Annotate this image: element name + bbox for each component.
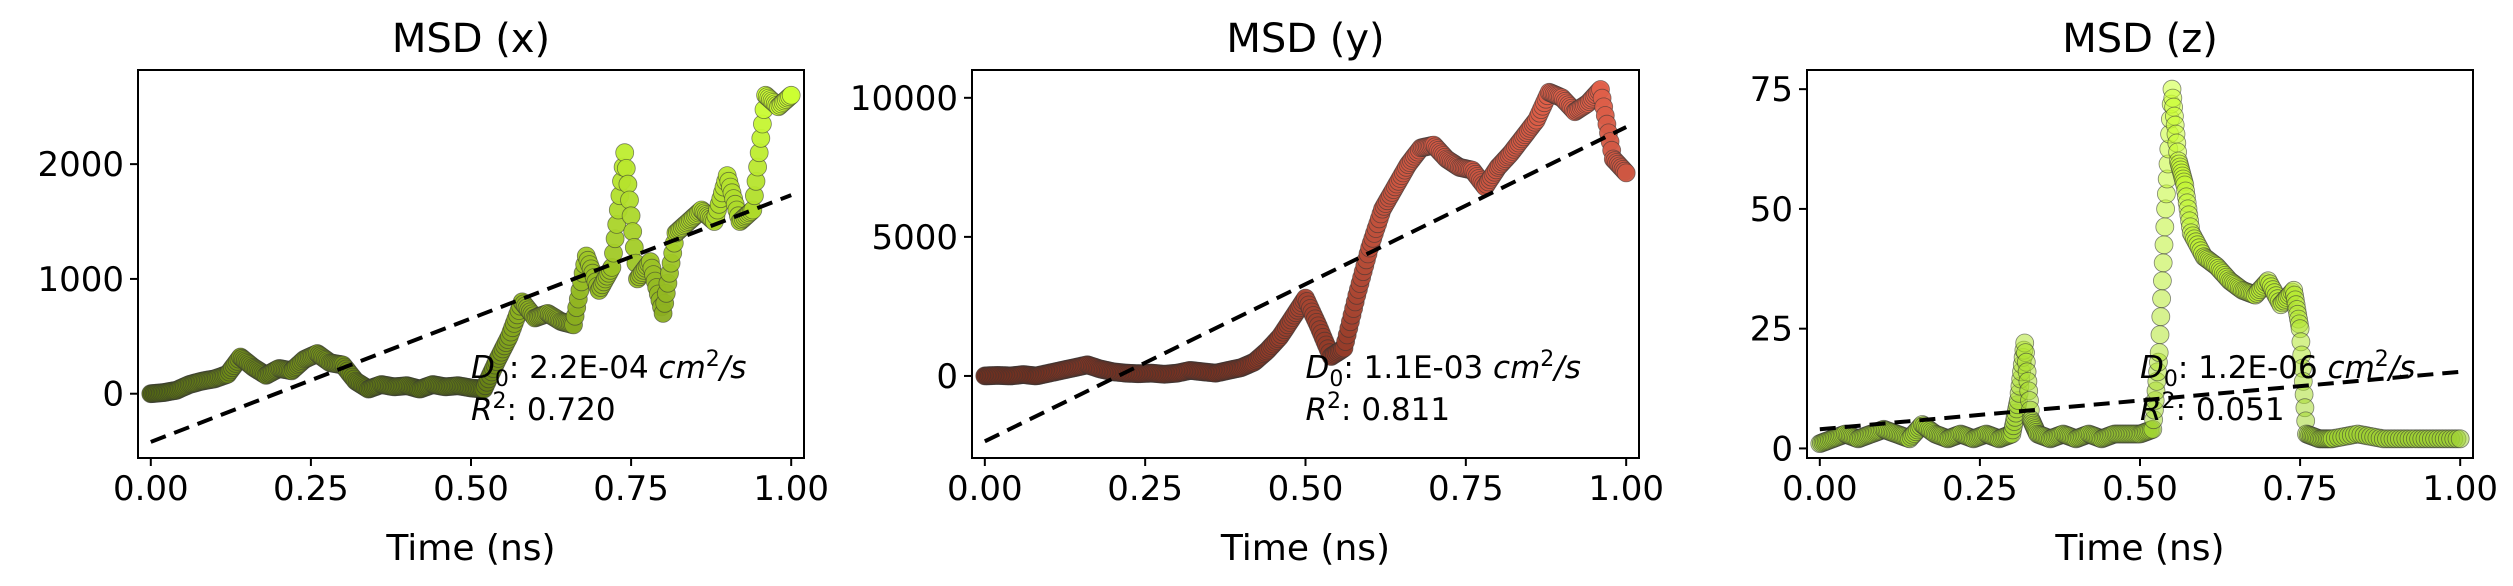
data-point bbox=[2450, 429, 2470, 449]
d0-unit: cm bbox=[2328, 350, 2375, 386]
data-point bbox=[2155, 217, 2175, 237]
x-tick-label: 0.00 bbox=[1782, 469, 1858, 509]
data-point bbox=[781, 85, 801, 105]
x-tick-label: 0.25 bbox=[1942, 469, 2018, 509]
d0-unit-exponent: 2 bbox=[1540, 347, 1554, 372]
x-tick-label: 0.75 bbox=[593, 469, 669, 509]
fit-line bbox=[150, 193, 792, 444]
r2-exponent: 2 bbox=[493, 389, 507, 414]
d0-symbol: D bbox=[1306, 350, 1330, 386]
annotation: D0: 2.2E-04 cm2/sR2: 0.720 bbox=[471, 347, 746, 428]
x-tick-label: 1.00 bbox=[753, 469, 829, 509]
y-tick-label: 0 bbox=[1771, 429, 1793, 469]
d0-symbol: D bbox=[2140, 350, 2164, 386]
r2-annotation: R2: 0.051 bbox=[2140, 389, 2285, 428]
d0-unit: cm bbox=[1493, 350, 1540, 386]
r2-annotation: R2: 0.720 bbox=[471, 389, 616, 428]
d0-subscript: 0 bbox=[495, 367, 509, 392]
d0-annotation: D0: 2.2E-04 cm2/s bbox=[471, 347, 746, 392]
d0-unit-tail: /s bbox=[717, 350, 747, 386]
chart-panel-1: 0.00 0.25 0.50 0.75 1.00 0 1000 2000 MSD (x) Time… bbox=[37, 16, 829, 569]
x-tick-label: 0.50 bbox=[2102, 469, 2178, 509]
y-tick-label: 10000 bbox=[850, 79, 958, 119]
x-axis-label: Time (ns) bbox=[2054, 528, 2224, 569]
d0-unit-tail: /s bbox=[2386, 350, 2416, 386]
fit-line bbox=[983, 125, 1628, 444]
data-point bbox=[621, 206, 641, 226]
chart-panel-3: 0.00 0.25 0.50 0.75 1.00 0 25 50 75 MSD (z) Time (… bbox=[1750, 16, 2498, 569]
y-tick-label: 2000 bbox=[37, 145, 124, 185]
y-tick-label: 0 bbox=[936, 357, 958, 397]
r2-symbol: R bbox=[1306, 392, 1328, 428]
y-tick-label: 0 bbox=[102, 375, 124, 415]
annotation: D0: 1.2E-06 cm2/sR2: 0.051 bbox=[2140, 347, 2415, 428]
d0-subscript: 0 bbox=[1329, 367, 1343, 392]
d0-value: : 1.2E-06 bbox=[2178, 350, 2328, 386]
d0-subscript: 0 bbox=[2164, 367, 2178, 392]
d0-annotation: D0: 1.1E-03 cm2/s bbox=[1306, 347, 1581, 392]
x-tick-label: 0.00 bbox=[947, 469, 1023, 509]
chart-title: MSD (y) bbox=[1226, 16, 1384, 62]
d0-unit-tail: /s bbox=[1551, 350, 1581, 386]
x-axis-label: Time (ns) bbox=[385, 528, 555, 569]
data-points bbox=[1810, 79, 2470, 454]
annotation: D0: 1.1E-03 cm2/sR2: 0.811 bbox=[1306, 347, 1581, 428]
data-point bbox=[616, 158, 636, 178]
data-point bbox=[2153, 253, 2173, 273]
data-point bbox=[2152, 289, 2172, 309]
y-tick-label: 5000 bbox=[871, 218, 958, 258]
x-tick-label: 0.25 bbox=[273, 469, 349, 509]
x-tick-label: 1.00 bbox=[1588, 469, 1664, 509]
x-tick-label: 0.75 bbox=[1428, 469, 1504, 509]
data-point bbox=[620, 190, 639, 210]
r2-exponent: 2 bbox=[1327, 389, 1341, 414]
data-points bbox=[975, 80, 1636, 386]
d0-unit-exponent: 2 bbox=[2375, 347, 2389, 372]
r2-exponent: 2 bbox=[2162, 389, 2176, 414]
r2-annotation: R2: 0.811 bbox=[1306, 389, 1451, 428]
d0-unit: cm bbox=[659, 350, 706, 386]
r2-symbol: R bbox=[2140, 392, 2162, 428]
d0-value: : 2.2E-04 bbox=[509, 350, 659, 386]
x-axis-label: Time (ns) bbox=[1220, 528, 1390, 569]
data-point bbox=[615, 143, 635, 163]
chart-title: MSD (z) bbox=[2062, 16, 2218, 62]
y-tick-label: 25 bbox=[1750, 310, 1793, 350]
chart-panel-2: 0.00 0.25 0.50 0.75 1.00 0 5000 10000 MSD (y) Tim… bbox=[850, 16, 1664, 569]
d0-symbol: D bbox=[471, 350, 495, 386]
chart-title: MSD (x) bbox=[392, 16, 550, 62]
data-point bbox=[2150, 325, 2170, 345]
x-tick-label: 0.50 bbox=[1268, 469, 1344, 509]
r2-value: : 0.720 bbox=[507, 392, 616, 428]
x-tick-label: 0.50 bbox=[433, 469, 509, 509]
x-tick-label: 0.75 bbox=[2262, 469, 2338, 509]
x-tick-label: 1.00 bbox=[2422, 469, 2498, 509]
fit-line bbox=[1819, 369, 2461, 432]
data-point bbox=[1616, 163, 1636, 183]
r2-value: : 0.811 bbox=[1341, 392, 1450, 428]
r2-value: : 0.051 bbox=[2176, 392, 2285, 428]
y-tick-label: 75 bbox=[1750, 70, 1793, 110]
d0-value: : 1.1E-03 bbox=[1343, 350, 1493, 386]
d0-annotation: D0: 1.2E-06 cm2/s bbox=[2140, 347, 2415, 392]
x-tick-label: 0.00 bbox=[113, 469, 189, 509]
y-tick-label: 1000 bbox=[37, 260, 124, 300]
data-point bbox=[2152, 271, 2172, 291]
data-point bbox=[2151, 307, 2171, 327]
d0-unit-exponent: 2 bbox=[706, 347, 720, 372]
data-points bbox=[141, 85, 801, 404]
data-point bbox=[623, 222, 643, 242]
r2-symbol: R bbox=[471, 392, 493, 428]
data-point bbox=[2154, 235, 2174, 255]
data-point bbox=[618, 174, 638, 194]
data-point bbox=[624, 237, 644, 257]
x-tick-label: 0.25 bbox=[1107, 469, 1183, 509]
y-tick-label: 50 bbox=[1750, 190, 1793, 230]
